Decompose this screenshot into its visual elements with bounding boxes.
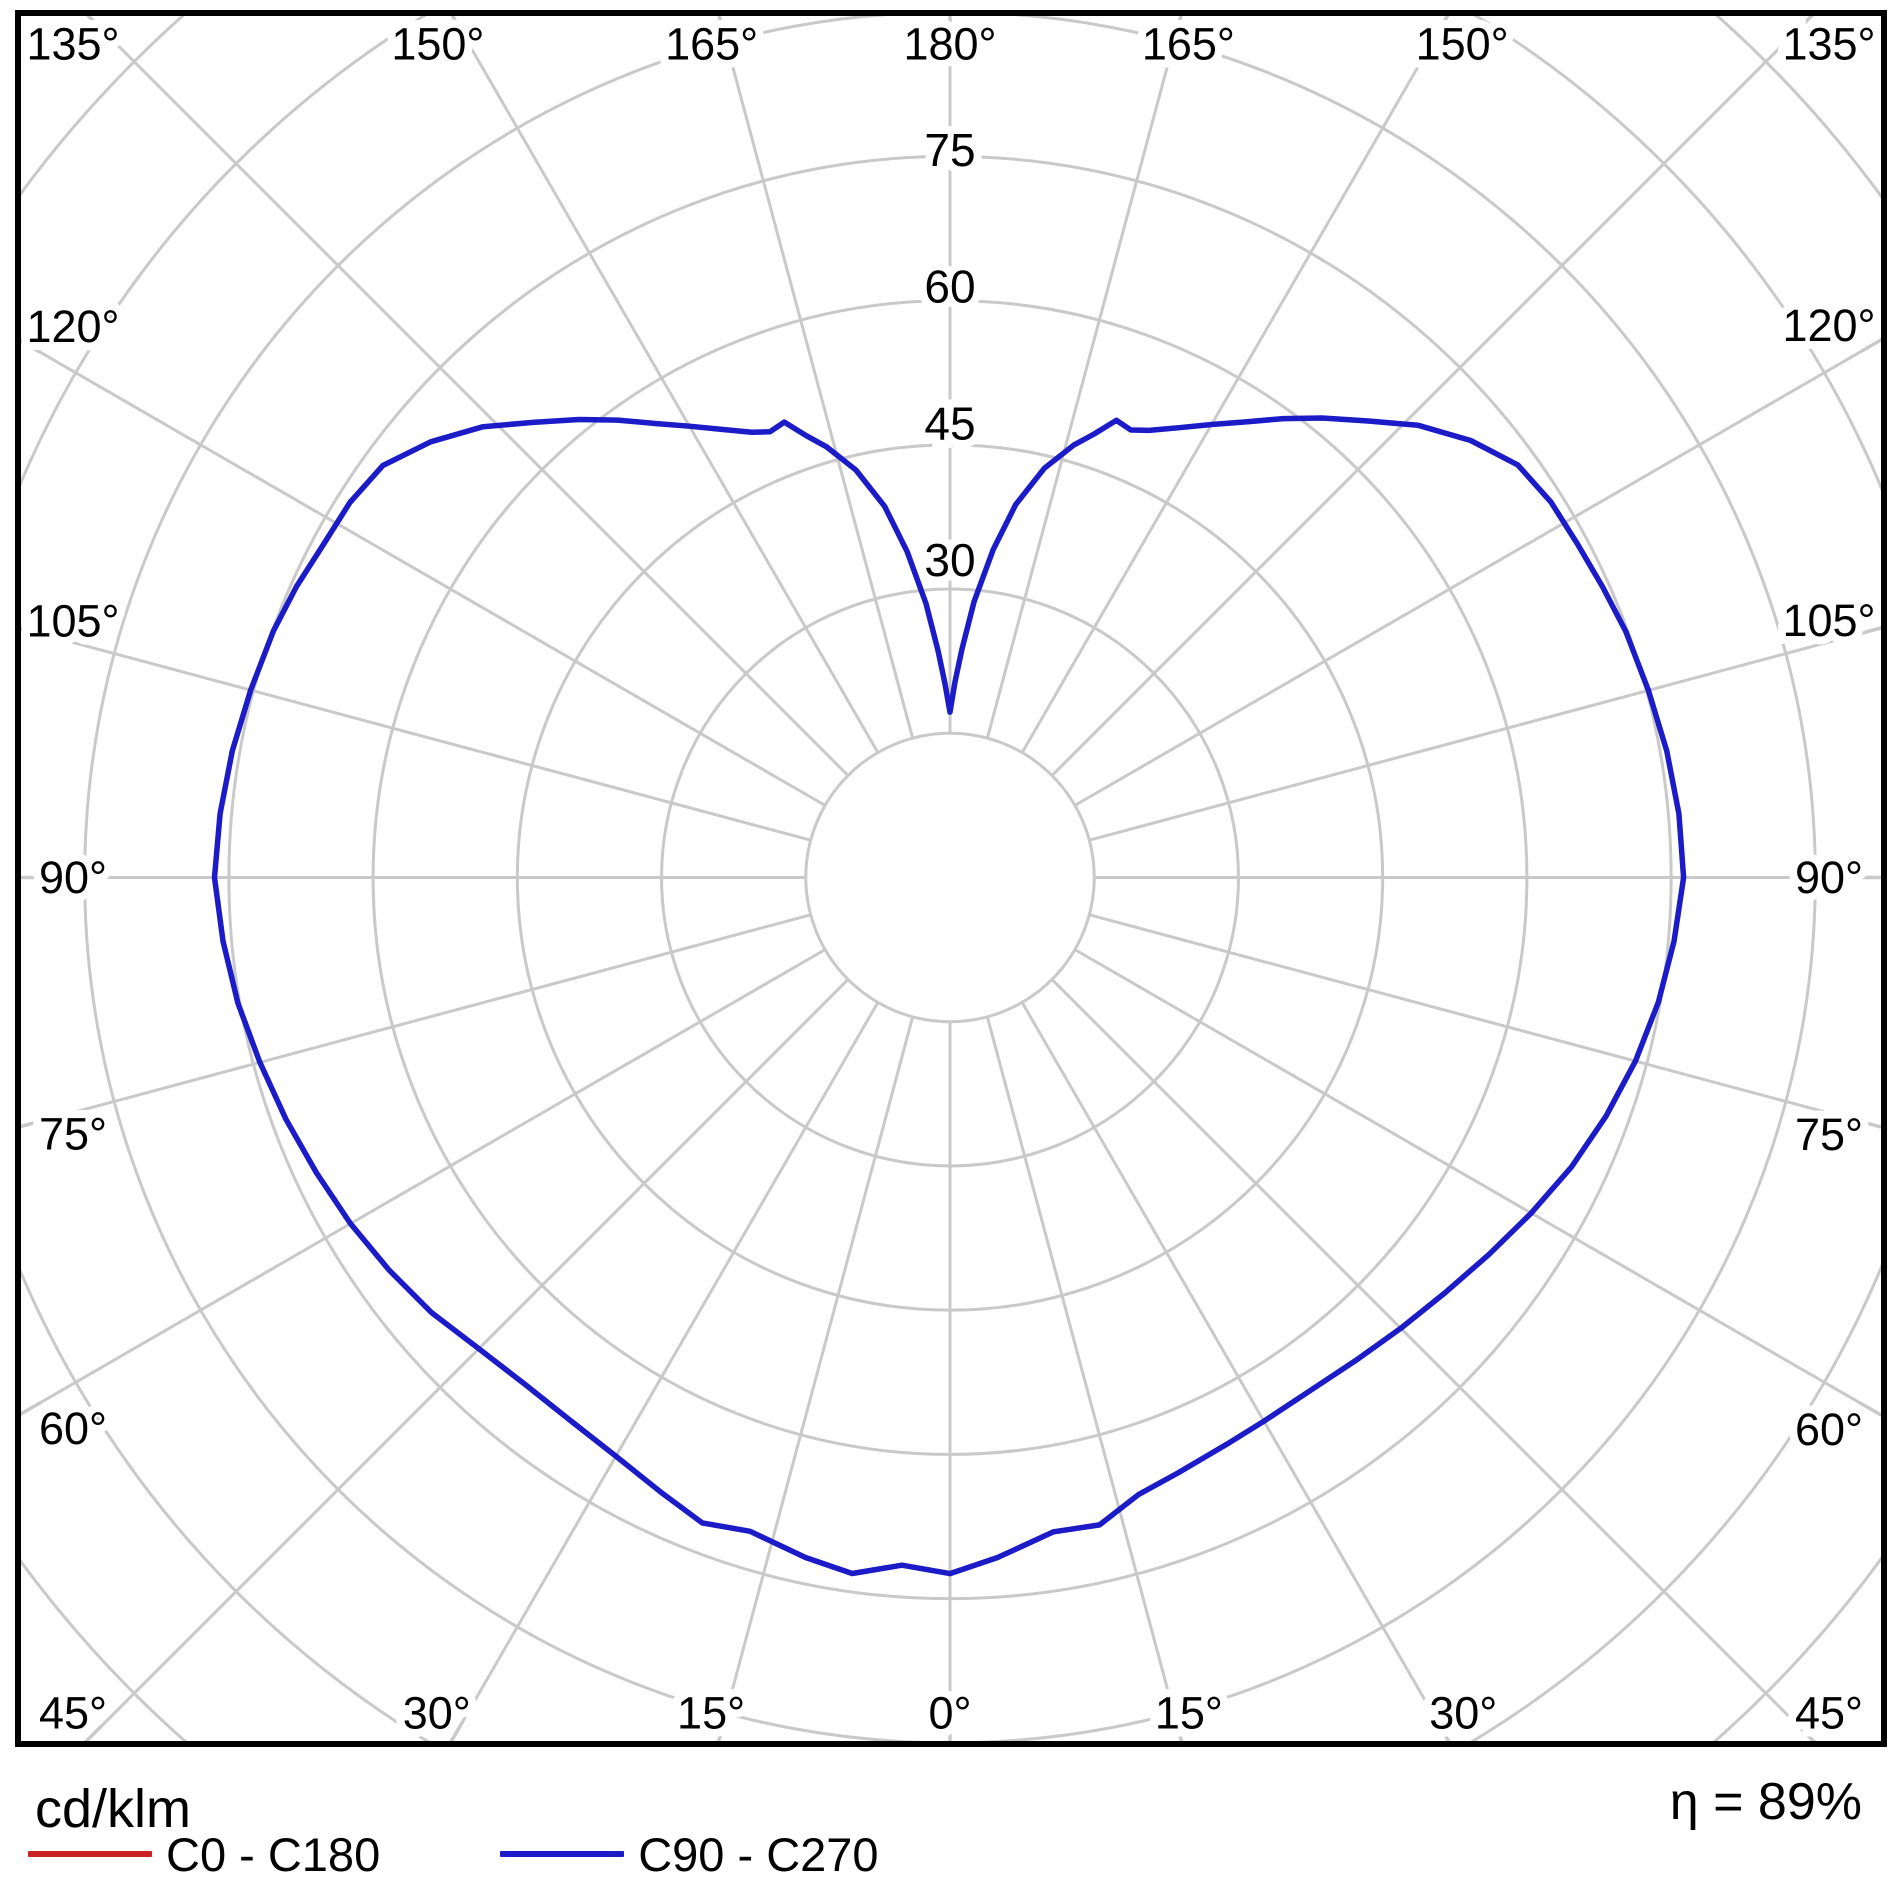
angle-label: 150° bbox=[1416, 19, 1509, 70]
angle-label: 15° bbox=[1155, 1688, 1223, 1739]
border-tick bbox=[1434, 13, 1451, 37]
radial-scale-label: 45 bbox=[924, 397, 975, 449]
polar-grid-spoke bbox=[716, 13, 915, 739]
angle-label: 45° bbox=[1795, 1688, 1863, 1739]
angle-label: 15° bbox=[677, 1688, 745, 1739]
efficiency-label: η = 89% bbox=[1669, 1773, 1862, 1831]
label-layer: 0° 15° 30° 45° 60° 75° 90° 105° 120° 135° 150° 165°… bbox=[18, 11, 1883, 1747]
border-tick bbox=[449, 13, 466, 37]
polar-grid-ring bbox=[804, 731, 1096, 1024]
border-tick bbox=[18, 1401, 42, 1418]
angle-label: 120° bbox=[26, 301, 119, 352]
polar-grid-spoke bbox=[1074, 948, 1884, 1419]
plot-border bbox=[15, 10, 1887, 1747]
legend-label-c0-c180: C0 - C180 bbox=[166, 1827, 381, 1881]
angle-label: 30° bbox=[1429, 1688, 1497, 1739]
legend-swatch-c0-c180 bbox=[28, 1851, 152, 1857]
border-tick bbox=[1435, 1720, 1452, 1744]
legend-item-c90-c270: C90 - C270 bbox=[500, 1827, 879, 1882]
polar-grid-spoke bbox=[1088, 913, 1884, 1130]
border-tick bbox=[1796, 1724, 1818, 1744]
angle-label: 105° bbox=[26, 596, 119, 647]
radial-scale-label: 30 bbox=[924, 534, 975, 586]
border-tick bbox=[1858, 625, 1884, 636]
angle-label: 150° bbox=[391, 19, 484, 70]
angle-label: 60° bbox=[1795, 1404, 1863, 1455]
border-tick bbox=[1173, 1718, 1184, 1744]
angle-label: 180° bbox=[903, 19, 996, 70]
border-tick bbox=[18, 1118, 44, 1129]
border-tick bbox=[716, 13, 727, 39]
legend-swatch-c90-c270 bbox=[500, 1851, 625, 1857]
polar-grid-spoke bbox=[985, 13, 1184, 739]
border-tick bbox=[1860, 336, 1884, 353]
angle-label: 165° bbox=[665, 19, 758, 70]
polar-grid-spoke bbox=[447, 1001, 880, 1744]
border-tick bbox=[18, 337, 42, 354]
angle-label: 105° bbox=[1782, 595, 1875, 646]
polar-grid-spoke bbox=[449, 13, 880, 754]
polar-grid-spoke bbox=[1088, 625, 1884, 842]
legend: C0 - C180 C90 - C270 bbox=[28, 1822, 879, 1886]
curve-layer bbox=[211, 415, 1687, 1577]
radial-scale-label: 60 bbox=[924, 261, 975, 313]
polar-grid-spoke bbox=[1050, 13, 1817, 777]
polar-grid-spoke bbox=[1050, 978, 1819, 1744]
radial-scale-label: 75 bbox=[924, 124, 975, 176]
polar-grid-spoke bbox=[18, 948, 826, 1418]
angle-label: 75° bbox=[1795, 1109, 1863, 1160]
polar-grid-spoke bbox=[1020, 1001, 1453, 1744]
border-tick bbox=[1858, 1119, 1884, 1130]
angle-label: 75° bbox=[39, 1108, 107, 1159]
border-tick bbox=[1860, 1402, 1884, 1419]
border-tick bbox=[18, 626, 44, 637]
border-tick bbox=[1173, 13, 1184, 39]
polar-grid-spoke bbox=[18, 626, 812, 842]
angle-label: 135° bbox=[1782, 19, 1875, 70]
angle-label: 165° bbox=[1142, 19, 1235, 70]
angle-label: 60° bbox=[39, 1403, 107, 1454]
angle-label: 120° bbox=[1782, 300, 1875, 351]
angle-label: 45° bbox=[39, 1688, 107, 1739]
polar-grid-spoke bbox=[83, 13, 850, 777]
border-tick bbox=[82, 1724, 104, 1744]
angle-label: 90° bbox=[39, 852, 107, 903]
polar-grid-spoke bbox=[18, 913, 812, 1129]
border-tick bbox=[448, 1720, 465, 1744]
polar-grid-spoke bbox=[81, 978, 850, 1744]
border-tick bbox=[84, 13, 106, 33]
legend-item-c0-c180: C0 - C180 bbox=[28, 1827, 380, 1882]
polar-grid-spoke bbox=[1020, 13, 1451, 754]
unit-label: cd/klm bbox=[35, 1779, 192, 1839]
polar-grid-spoke bbox=[716, 1016, 915, 1744]
angle-label: 90° bbox=[1795, 852, 1863, 903]
polar-grid-spoke bbox=[985, 1016, 1184, 1744]
angle-label: 30° bbox=[403, 1688, 471, 1739]
border-tick bbox=[1794, 13, 1816, 33]
c90-c270-curve bbox=[211, 415, 1687, 1577]
border-tick bbox=[716, 1718, 727, 1744]
legend-label-c90-c270: C90 - C270 bbox=[638, 1827, 879, 1881]
polar-grid-spoke bbox=[18, 337, 826, 807]
polar-grid-spoke bbox=[1074, 336, 1884, 807]
angle-label: 135° bbox=[26, 19, 119, 70]
angle-label: 0° bbox=[928, 1688, 971, 1739]
